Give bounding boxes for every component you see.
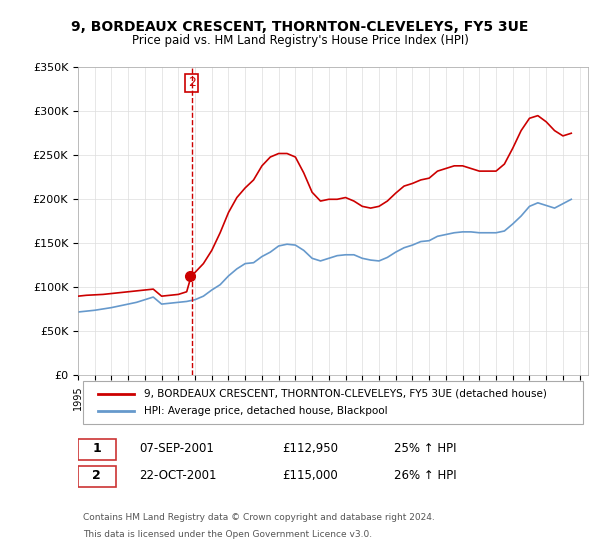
Text: 1: 1 xyxy=(92,442,101,455)
Text: Contains HM Land Registry data © Crown copyright and database right 2024.: Contains HM Land Registry data © Crown c… xyxy=(83,513,435,522)
Text: 22-OCT-2001: 22-OCT-2001 xyxy=(139,469,217,483)
Text: This data is licensed under the Open Government Licence v3.0.: This data is licensed under the Open Gov… xyxy=(83,530,372,539)
Text: 26% ↑ HPI: 26% ↑ HPI xyxy=(394,469,457,483)
Text: 2: 2 xyxy=(188,76,196,89)
FancyBboxPatch shape xyxy=(83,381,583,424)
Text: 2: 2 xyxy=(92,469,101,483)
Text: £112,950: £112,950 xyxy=(282,442,338,455)
Text: 07-SEP-2001: 07-SEP-2001 xyxy=(139,442,214,455)
Text: 25% ↑ HPI: 25% ↑ HPI xyxy=(394,442,457,455)
Text: 9, BORDEAUX CRESCENT, THORNTON-CLEVELEYS, FY5 3UE: 9, BORDEAUX CRESCENT, THORNTON-CLEVELEYS… xyxy=(71,20,529,34)
Text: HPI: Average price, detached house, Blackpool: HPI: Average price, detached house, Blac… xyxy=(145,406,388,416)
FancyBboxPatch shape xyxy=(78,466,116,487)
Text: 9, BORDEAUX CRESCENT, THORNTON-CLEVELEYS, FY5 3UE (detached house): 9, BORDEAUX CRESCENT, THORNTON-CLEVELEYS… xyxy=(145,389,547,399)
Text: £115,000: £115,000 xyxy=(282,469,338,483)
Text: Price paid vs. HM Land Registry's House Price Index (HPI): Price paid vs. HM Land Registry's House … xyxy=(131,34,469,46)
FancyBboxPatch shape xyxy=(78,438,116,460)
